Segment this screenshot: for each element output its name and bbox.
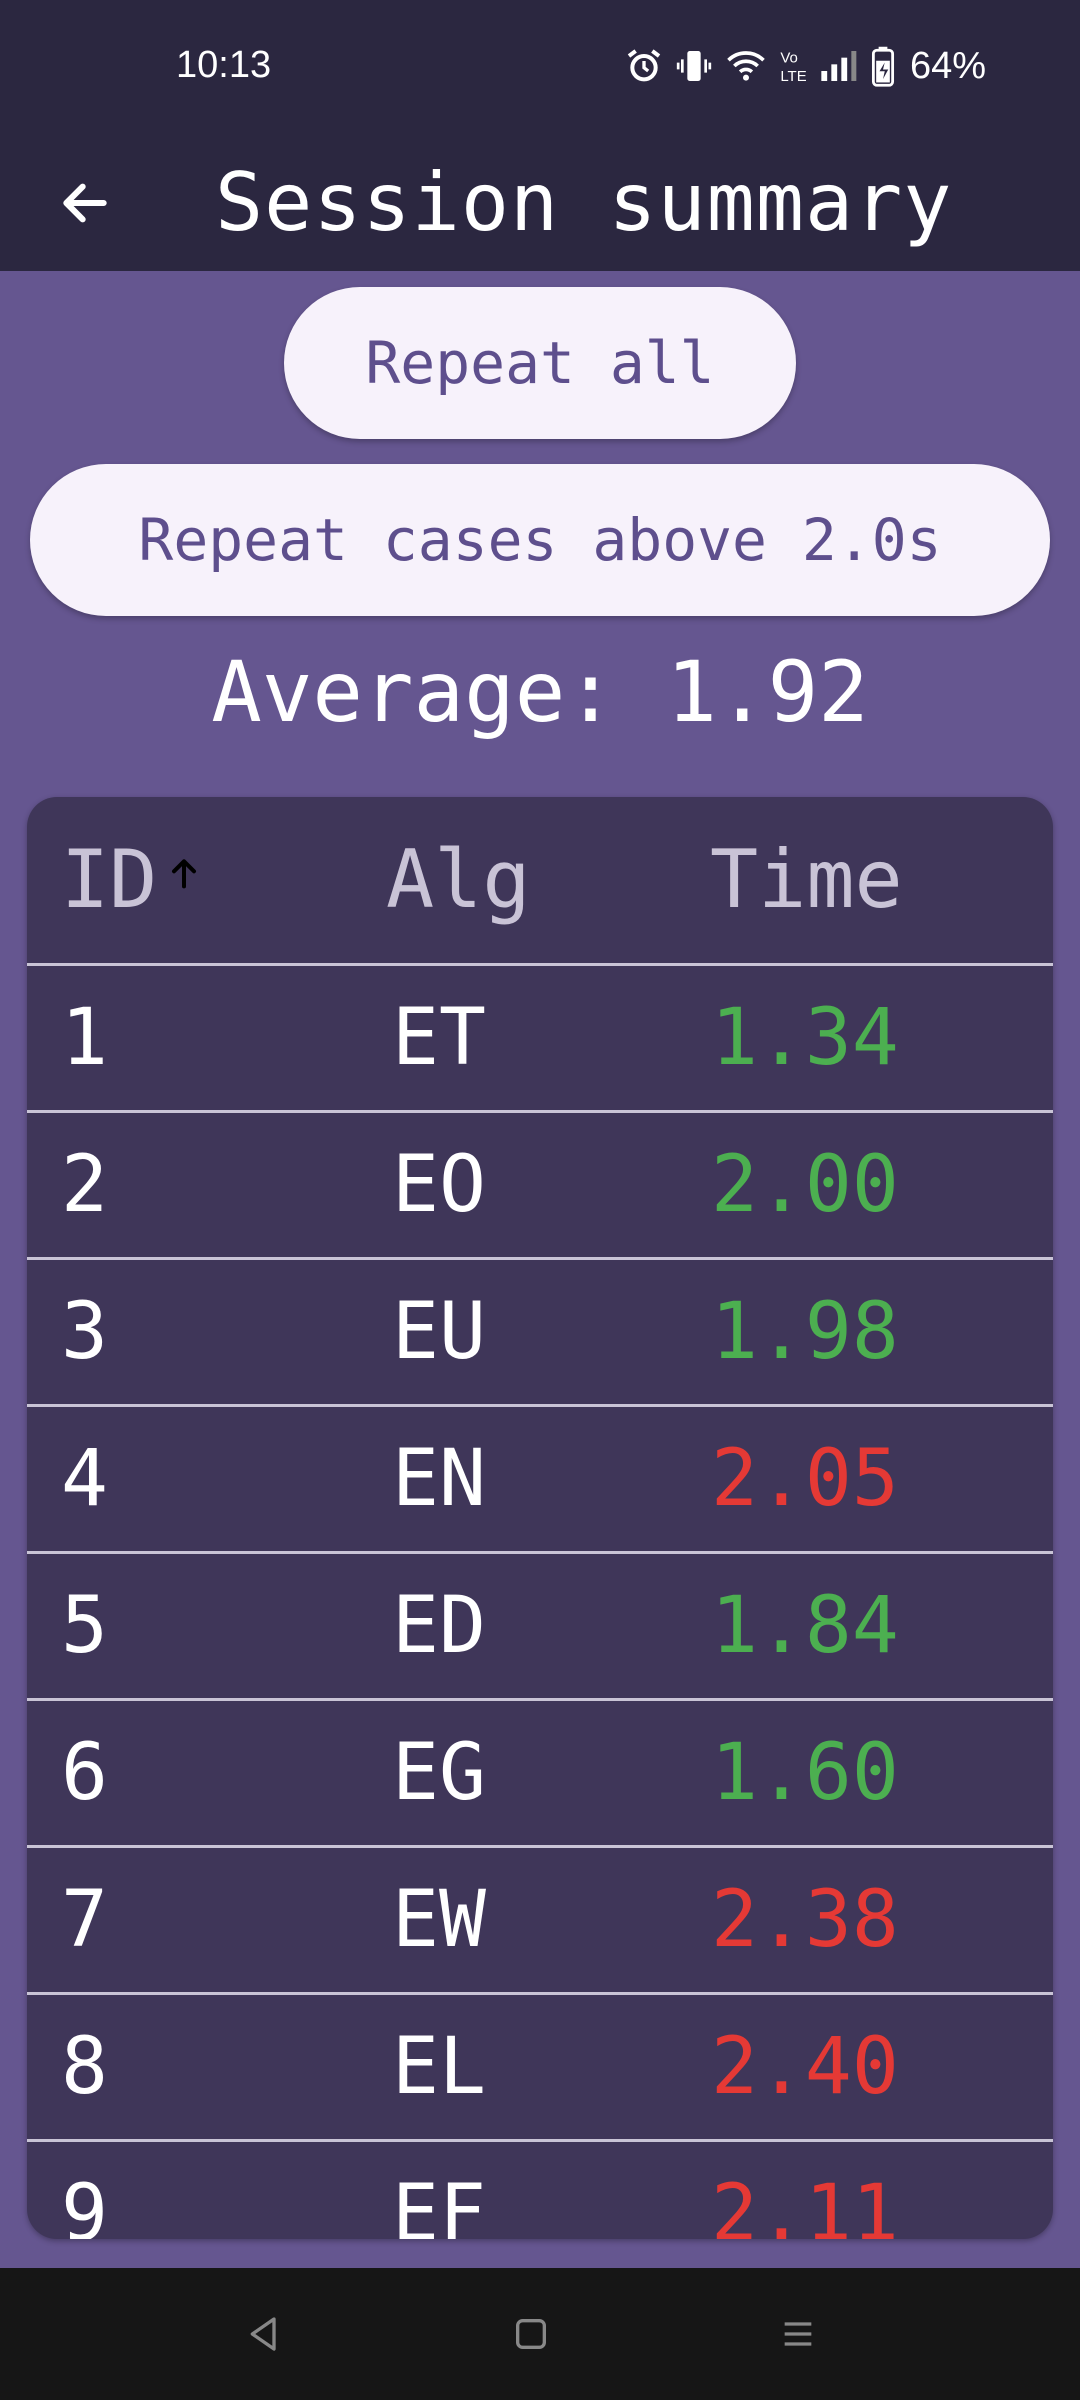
row-time: 1.34	[711, 993, 899, 1083]
row-time: 2.38	[711, 1875, 899, 1965]
table-row[interactable]: 9 EF 2.11	[27, 2142, 1053, 2239]
row-id: 4	[61, 1434, 108, 1524]
average-label: Average:	[211, 643, 616, 741]
row-alg: EG	[392, 1728, 486, 1818]
table-row[interactable]: 7 EW 2.38	[27, 1848, 1053, 1995]
row-time: 1.98	[711, 1287, 899, 1377]
header-alg[interactable]: Alg	[386, 833, 531, 926]
row-id: 8	[61, 2022, 108, 2112]
status-bar: 10:13 Vo LTE 64%	[0, 0, 1080, 135]
battery-icon	[871, 46, 895, 87]
nav-back-icon	[250, 2317, 276, 2351]
nav-recents-icon	[784, 2322, 812, 2346]
back-button[interactable]	[40, 163, 130, 243]
table-row[interactable]: 4 EN 2.05	[27, 1407, 1053, 1554]
row-id: 7	[61, 1875, 108, 1965]
alarm-icon	[627, 49, 661, 82]
row-id: 6	[61, 1728, 108, 1818]
arrow-up-icon	[172, 859, 196, 889]
row-alg: ET	[392, 993, 486, 1083]
row-time: 1.84	[711, 1581, 899, 1671]
nav-back-button[interactable]	[234, 2304, 294, 2364]
battery-percent: 64%	[910, 44, 987, 87]
row-time: 2.05	[711, 1434, 899, 1524]
status-time: 10:13	[176, 44, 272, 86]
row-id: 1	[61, 993, 108, 1083]
row-alg: EN	[392, 1434, 486, 1524]
row-time: 1.60	[711, 1728, 899, 1818]
nav-home-icon	[516, 2319, 546, 2349]
table-row[interactable]: 1 ET 1.34	[27, 966, 1053, 1113]
row-alg: EL	[392, 2022, 486, 2112]
table-header: ID Alg Time	[27, 797, 1053, 966]
row-id: 5	[61, 1581, 108, 1671]
row-alg: ED	[392, 1581, 486, 1671]
results-table: ID Alg Time 1 ET 1.34 2 EO 2.00 3 EU 1.98 4 EN 2.05…	[27, 797, 1053, 2239]
signal-icon	[821, 51, 857, 81]
nav-home-button[interactable]	[501, 2304, 561, 2364]
row-time: 2.40	[711, 2022, 899, 2112]
row-alg: EU	[392, 1287, 486, 1377]
row-time: 2.00	[711, 1140, 899, 1230]
wifi-icon	[727, 51, 765, 81]
nav-recents-button[interactable]	[768, 2304, 828, 2364]
row-id: 9	[61, 2169, 108, 2239]
arrow-back-icon	[63, 183, 107, 223]
average-value: 1.92	[666, 643, 869, 741]
table-row[interactable]: 8 EL 2.40	[27, 1995, 1053, 2142]
header-time[interactable]: Time	[710, 833, 903, 926]
header-id[interactable]: ID	[61, 797, 157, 963]
average-summary: Average: 1.92	[0, 640, 1080, 744]
row-alg: EO	[392, 1140, 486, 1230]
svg-text:LTE: LTE	[780, 68, 806, 85]
row-alg: EW	[392, 1875, 486, 1965]
row-alg: EF	[392, 2169, 486, 2239]
row-id: 3	[61, 1287, 108, 1377]
row-time: 2.11	[711, 2169, 899, 2239]
repeat-all-button[interactable]: Repeat all	[284, 287, 796, 439]
table-row[interactable]: 2 EO 2.00	[27, 1113, 1053, 1260]
system-nav-bar	[0, 2268, 1080, 2400]
table-row[interactable]: 3 EU 1.98	[27, 1260, 1053, 1407]
row-id: 2	[61, 1140, 108, 1230]
vibrate-icon	[676, 51, 712, 81]
table-row[interactable]: 5 ED 1.84	[27, 1554, 1053, 1701]
svg-text:Vo: Vo	[780, 50, 798, 67]
table-row[interactable]: 6 EG 1.60	[27, 1701, 1053, 1848]
repeat-cases-above-button[interactable]: Repeat cases above 2.0s	[30, 464, 1050, 616]
status-icons: Vo LTE 64%	[624, 44, 986, 88]
page-title: Session summary	[215, 156, 953, 249]
header-id-label: ID	[61, 833, 158, 926]
app-bar: Session summary	[0, 135, 1080, 271]
